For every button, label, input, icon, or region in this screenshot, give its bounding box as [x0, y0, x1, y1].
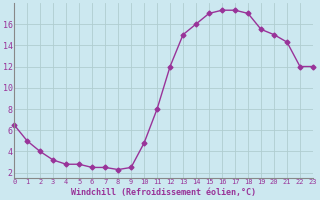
X-axis label: Windchill (Refroidissement éolien,°C): Windchill (Refroidissement éolien,°C) — [71, 188, 256, 197]
